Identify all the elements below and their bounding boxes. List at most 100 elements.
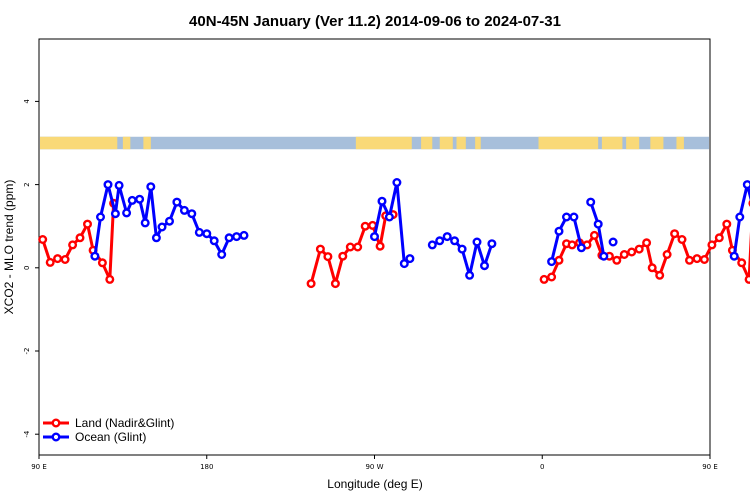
- data-point: [338, 251, 348, 261]
- data-point: [53, 254, 63, 264]
- series-lines: [38, 177, 750, 289]
- data-point: [435, 236, 445, 246]
- strip-land-segment: [143, 136, 151, 150]
- x-axis-label: Longitude (deg E): [327, 477, 422, 491]
- data-point: [306, 279, 316, 289]
- strip-land-segment: [355, 136, 412, 150]
- data-point: [744, 274, 750, 284]
- data-point: [194, 227, 204, 237]
- legend-label: Land (Nadir&Glint): [75, 416, 174, 430]
- data-point: [707, 240, 717, 250]
- series-ocean: [90, 177, 750, 280]
- data-point: [647, 263, 657, 273]
- series-line: [373, 181, 411, 266]
- data-point: [612, 255, 622, 265]
- data-point: [547, 257, 557, 267]
- data-point: [399, 259, 409, 269]
- strip-land-segment: [421, 136, 433, 150]
- data-point: [68, 240, 78, 250]
- legend-marker: [51, 432, 61, 442]
- strip-land-segment: [456, 136, 466, 150]
- strip-land-segment: [538, 136, 599, 150]
- x-tick-label: 90 E: [702, 463, 718, 471]
- legend: Land (Nadir&Glint)Ocean (Glint): [43, 416, 174, 444]
- data-point: [722, 219, 732, 229]
- data-point: [360, 221, 370, 231]
- data-point: [172, 197, 182, 207]
- strip-land-segment: [475, 136, 481, 150]
- x-tick-label: 180: [200, 463, 213, 471]
- data-point: [60, 255, 70, 265]
- data-point: [105, 274, 115, 284]
- data-point: [742, 180, 750, 190]
- data-point: [75, 233, 85, 243]
- data-point: [729, 251, 739, 261]
- data-point: [217, 249, 227, 259]
- data-point: [232, 232, 242, 242]
- series-line: [589, 201, 606, 257]
- data-point: [146, 182, 156, 192]
- strip-land-segment: [439, 136, 453, 150]
- x-tick-label: 90 W: [365, 463, 383, 471]
- data-point: [353, 242, 363, 252]
- data-point: [567, 240, 577, 250]
- x-tick-label: 0: [540, 463, 544, 471]
- strip-land-segment: [601, 136, 623, 150]
- y-tick-label: -4: [23, 430, 31, 438]
- data-point: [735, 212, 745, 222]
- legend-label: Ocean (Glint): [75, 430, 146, 444]
- data-point: [554, 255, 564, 265]
- series-land: [38, 198, 750, 289]
- data-point: [554, 226, 564, 236]
- y-tick-label: 2: [23, 182, 31, 186]
- data-point: [442, 232, 452, 242]
- land-ocean-strip: [40, 136, 709, 150]
- data-point: [323, 252, 333, 262]
- data-point: [586, 197, 596, 207]
- data-point: [562, 212, 572, 222]
- strip-land-segment: [122, 136, 131, 150]
- data-point: [405, 254, 415, 264]
- data-point: [384, 212, 394, 222]
- strip-land-segment: [626, 136, 640, 150]
- data-point: [714, 233, 724, 243]
- plot-frame: [38, 38, 711, 456]
- data-point: [642, 238, 652, 248]
- data-point: [239, 230, 249, 240]
- data-point: [315, 244, 325, 254]
- data-point: [38, 234, 48, 244]
- data-point: [209, 236, 219, 246]
- data-point: [370, 232, 380, 242]
- data-point: [90, 251, 100, 261]
- data-point: [151, 233, 161, 243]
- data-point: [465, 270, 475, 280]
- data-point: [377, 196, 387, 206]
- data-point: [140, 218, 150, 228]
- data-point: [539, 274, 549, 284]
- data-point: [677, 234, 687, 244]
- data-point: [82, 219, 92, 229]
- data-point: [569, 212, 579, 222]
- y-tick-label: -2: [23, 348, 31, 355]
- data-point: [685, 255, 695, 265]
- data-point: [45, 257, 55, 267]
- data-point: [547, 272, 557, 282]
- data-point: [392, 177, 402, 187]
- data-point: [457, 244, 467, 254]
- data-point: [487, 239, 497, 249]
- data-point: [450, 236, 460, 246]
- data-point: [655, 270, 665, 280]
- data-point: [127, 195, 137, 205]
- data-point: [135, 194, 145, 204]
- data-point: [699, 255, 709, 265]
- data-point: [110, 209, 120, 219]
- data-point: [224, 233, 234, 243]
- data-point: [427, 240, 437, 250]
- data-point: [164, 216, 174, 226]
- strip-land-segment: [676, 136, 684, 150]
- data-point: [599, 251, 609, 261]
- data-point: [330, 279, 340, 289]
- data-point: [634, 244, 644, 254]
- data-point: [593, 219, 603, 229]
- strip-land-segment: [650, 136, 664, 150]
